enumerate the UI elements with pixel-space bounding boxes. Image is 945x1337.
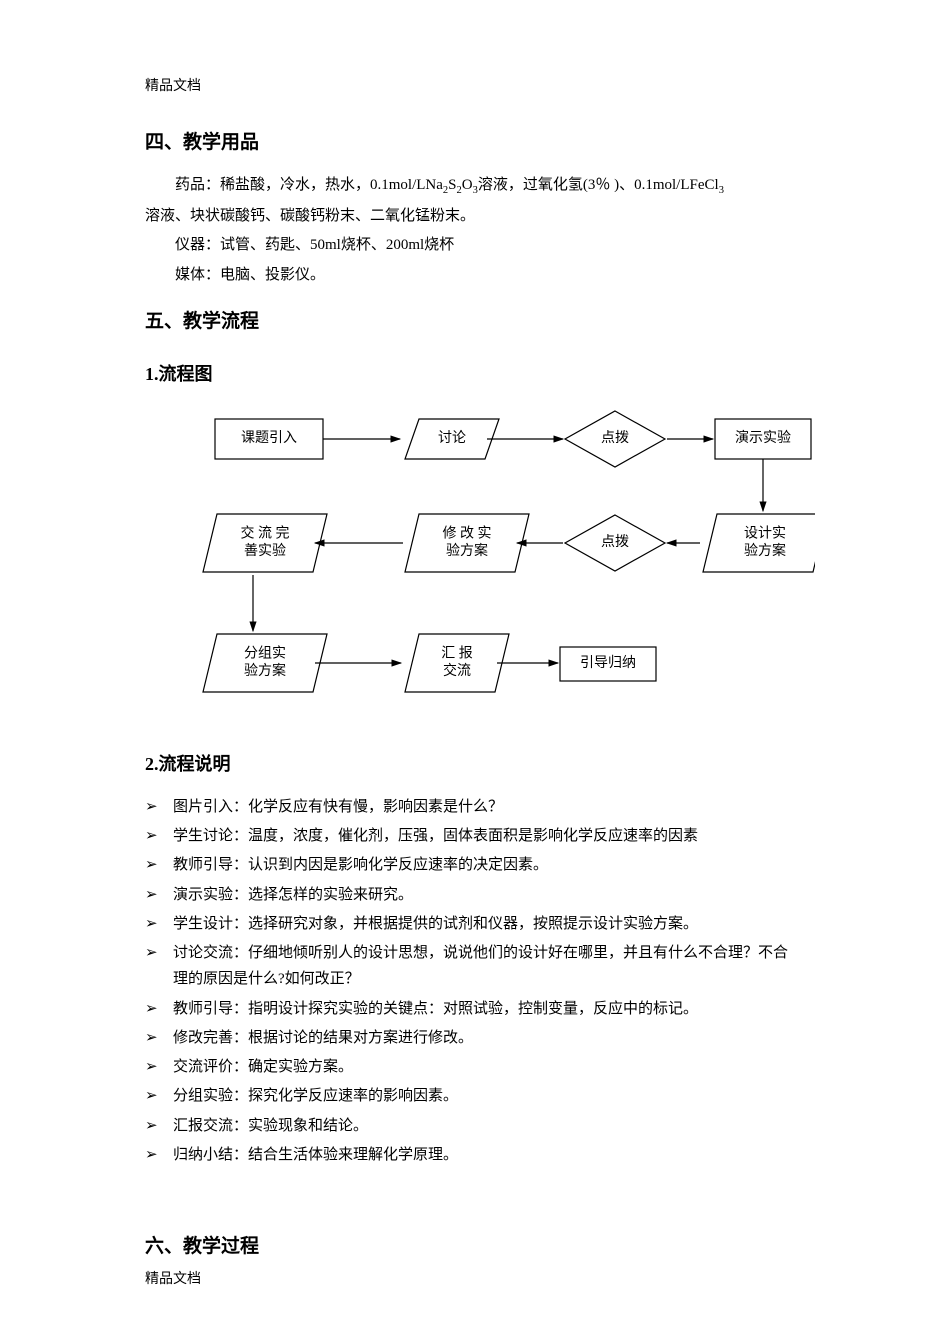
section-5-title: 五、教学流程 — [145, 306, 800, 338]
bullet-marker: ➢ — [145, 882, 173, 908]
bullet-marker: ➢ — [145, 1113, 173, 1139]
bullet-item: ➢分组实验：探究化学反应速率的影响因素。 — [145, 1083, 800, 1109]
svg-text:点拨: 点拨 — [601, 535, 629, 551]
bullet-marker: ➢ — [145, 940, 173, 993]
bullet-item: ➢教师引导：认识到内因是影响化学反应速率的决定因素。 — [145, 852, 800, 878]
svg-text:交 流 完善实验: 交 流 完善实验 — [241, 525, 290, 560]
bullet-text: 学生讨论：温度，浓度，催化剂，压强，固体表面积是影响化学反应速率的因素 — [173, 823, 800, 849]
svg-text:修 改 实验方案: 修 改 实验方案 — [443, 526, 492, 560]
bullet-item: ➢讨论交流：仔细地倾听别人的设计思想，说说他们的设计好在哪里，并且有什么不合理？… — [145, 940, 800, 993]
text: S — [448, 177, 456, 193]
text: 药品：稀盐酸，冷水，热水，0.1mol/LNa — [175, 177, 443, 193]
bullet-item: ➢修改完善：根据讨论的结果对方案进行修改。 — [145, 1025, 800, 1051]
bullet-marker: ➢ — [145, 1025, 173, 1051]
footer-tag: 精品文档 — [145, 1268, 201, 1292]
svg-text:点拨: 点拨 — [601, 431, 629, 447]
materials-line-3: 仪器：试管、药匙、50ml烧杯、200ml烧杯 — [145, 233, 800, 259]
bullet-text: 演示实验：选择怎样的实验来研究。 — [173, 882, 800, 908]
bullet-item: ➢学生设计：选择研究对象，并根据提供的试剂和仪器，按照提示设计实验方案。 — [145, 911, 800, 937]
bullet-item: ➢教师引导：指明设计探究实验的关键点：对照试验，控制变量，反应中的标记。 — [145, 996, 800, 1022]
bullet-text: 分组实验：探究化学反应速率的影响因素。 — [173, 1083, 800, 1109]
bullet-marker: ➢ — [145, 1054, 173, 1080]
bullet-item: ➢汇报交流：实验现象和结论。 — [145, 1113, 800, 1139]
bullet-item: ➢学生讨论：温度，浓度，催化剂，压强，固体表面积是影响化学反应速率的因素 — [145, 823, 800, 849]
header-tag: 精品文档 — [145, 75, 800, 99]
bullet-text: 修改完善：根据讨论的结果对方案进行修改。 — [173, 1025, 800, 1051]
bullet-marker: ➢ — [145, 852, 173, 878]
bullet-text: 学生设计：选择研究对象，并根据提供的试剂和仪器，按照提示设计实验方案。 — [173, 911, 800, 937]
svg-text:课题引入: 课题引入 — [241, 431, 297, 447]
bullet-list: ➢图片引入：化学反应有快有慢，影响因素是什么？➢学生讨论：温度，浓度，催化剂，压… — [145, 794, 800, 1168]
bullet-marker: ➢ — [145, 823, 173, 849]
bullet-text: 汇报交流：实验现象和结论。 — [173, 1113, 800, 1139]
text: O — [462, 177, 473, 193]
bullet-marker: ➢ — [145, 996, 173, 1022]
svg-text:设计实验方案: 设计实验方案 — [744, 526, 786, 560]
flowchart-svg: 课题引入讨论点拨演示实验交 流 完善实验修 改 实验方案点拨设计实验方案分组实验… — [175, 409, 815, 729]
bullet-item: ➢交流评价：确定实验方案。 — [145, 1054, 800, 1080]
bullet-item: ➢演示实验：选择怎样的实验来研究。 — [145, 882, 800, 908]
section-5-sub1: 1.流程图 — [145, 359, 800, 390]
svg-text:讨论: 讨论 — [438, 431, 466, 447]
bullet-text: 交流评价：确定实验方案。 — [173, 1054, 800, 1080]
bullet-text: 讨论交流：仔细地倾听别人的设计思想，说说他们的设计好在哪里，并且有什么不合理？不… — [173, 940, 800, 993]
text: 溶液，过氧化氢(3％ )、0.1mol/LFeCl — [478, 177, 719, 193]
section-4-title: 四、教学用品 — [145, 127, 800, 159]
bullet-item: ➢图片引入：化学反应有快有慢，影响因素是什么？ — [145, 794, 800, 820]
materials-line-4: 媒体：电脑、投影仪。 — [145, 263, 800, 289]
bullet-text: 图片引入：化学反应有快有慢，影响因素是什么？ — [173, 794, 800, 820]
flowchart: 课题引入讨论点拨演示实验交 流 完善实验修 改 实验方案点拨设计实验方案分组实验… — [175, 409, 815, 729]
bullet-text: 归纳小结：结合生活体验来理解化学原理。 — [173, 1142, 800, 1168]
bullet-marker: ➢ — [145, 1083, 173, 1109]
section-6-title: 六、教学过程 — [145, 1231, 800, 1263]
bullet-text: 教师引导：指明设计探究实验的关键点：对照试验，控制变量，反应中的标记。 — [173, 996, 800, 1022]
bullet-marker: ➢ — [145, 911, 173, 937]
svg-text:引导归纳: 引导归纳 — [580, 655, 636, 672]
svg-text:分组实验方案: 分组实验方案 — [244, 646, 286, 680]
section-5-sub2: 2.流程说明 — [145, 749, 800, 780]
svg-text:演示实验: 演示实验 — [735, 431, 791, 447]
bullet-text: 教师引导：认识到内因是影响化学反应速率的决定因素。 — [173, 852, 800, 878]
bullet-item: ➢归纳小结：结合生活体验来理解化学原理。 — [145, 1142, 800, 1168]
bullet-marker: ➢ — [145, 794, 173, 820]
bullet-marker: ➢ — [145, 1142, 173, 1168]
svg-text:汇 报交流: 汇 报交流 — [441, 646, 473, 680]
sub: 3 — [719, 185, 724, 196]
materials-line-1: 药品：稀盐酸，冷水，热水，0.1mol/LNa2S2O3溶液，过氧化氢(3％ )… — [145, 173, 800, 200]
materials-line-2: 溶液、块状碳酸钙、碳酸钙粉末、二氧化锰粉末。 — [145, 204, 800, 230]
